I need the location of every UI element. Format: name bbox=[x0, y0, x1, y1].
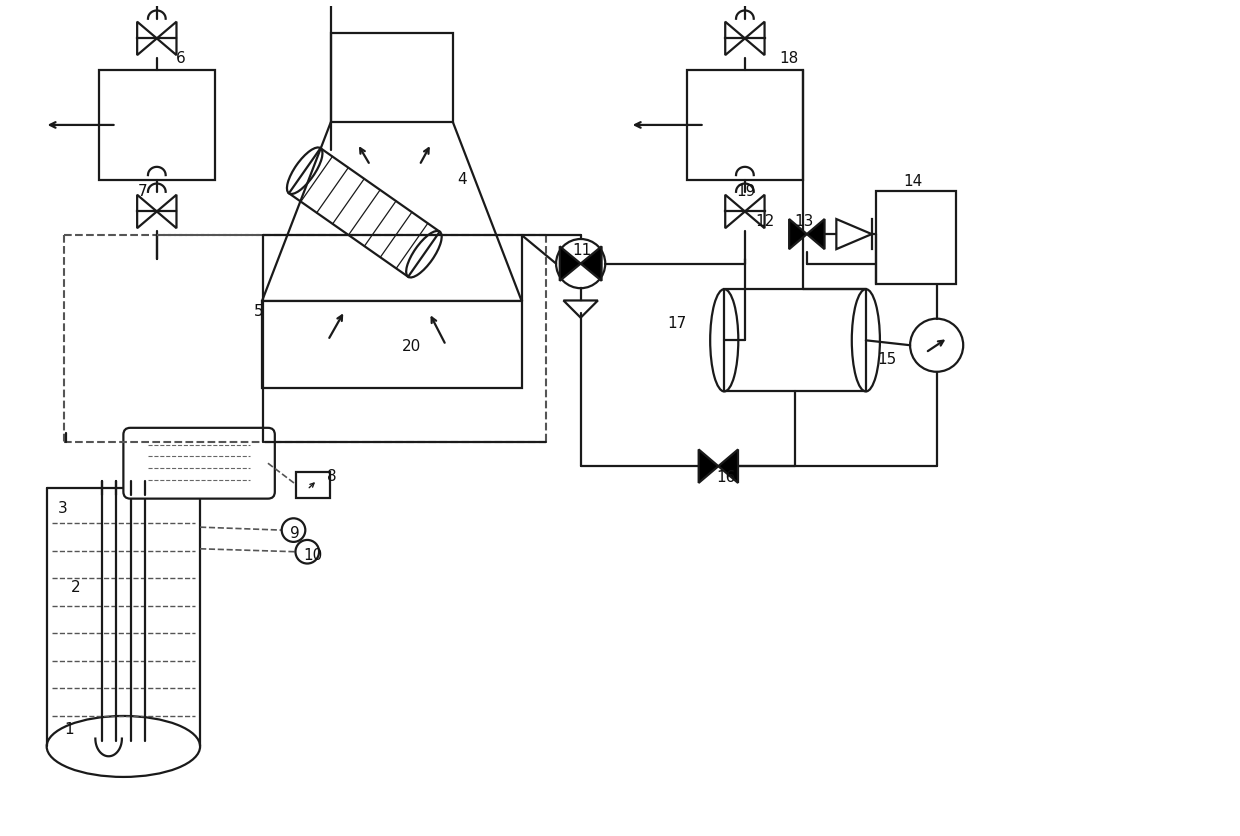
Text: 9: 9 bbox=[290, 525, 299, 540]
Text: 5: 5 bbox=[254, 304, 264, 319]
Bar bbox=[296, 472, 330, 498]
Text: 19: 19 bbox=[737, 184, 755, 199]
Bar bbox=[724, 290, 866, 392]
FancyBboxPatch shape bbox=[123, 428, 275, 499]
Text: 17: 17 bbox=[667, 316, 687, 331]
Text: 10: 10 bbox=[304, 548, 322, 563]
Polygon shape bbox=[718, 450, 738, 483]
Bar bbox=[99, 71, 215, 181]
Polygon shape bbox=[559, 247, 580, 282]
Bar bbox=[875, 191, 956, 285]
Bar bbox=[331, 34, 453, 123]
Text: 14: 14 bbox=[903, 174, 923, 189]
Text: 7: 7 bbox=[138, 184, 148, 199]
Text: 4: 4 bbox=[458, 171, 467, 186]
Polygon shape bbox=[698, 450, 718, 483]
Text: 20: 20 bbox=[402, 339, 420, 354]
Text: 15: 15 bbox=[878, 351, 897, 366]
Text: 2: 2 bbox=[71, 579, 81, 594]
Text: 1: 1 bbox=[64, 721, 74, 737]
Text: 8: 8 bbox=[327, 468, 336, 483]
Text: 6: 6 bbox=[176, 50, 185, 65]
Polygon shape bbox=[807, 220, 825, 250]
Polygon shape bbox=[789, 220, 807, 250]
Text: 13: 13 bbox=[794, 213, 813, 228]
Text: 11: 11 bbox=[573, 243, 591, 258]
Text: 18: 18 bbox=[779, 50, 799, 65]
Bar bbox=[687, 71, 804, 181]
Bar bbox=[262, 302, 522, 388]
Text: 12: 12 bbox=[755, 213, 775, 228]
Text: 16: 16 bbox=[717, 469, 735, 484]
Text: 3: 3 bbox=[57, 501, 67, 515]
Polygon shape bbox=[580, 247, 601, 282]
